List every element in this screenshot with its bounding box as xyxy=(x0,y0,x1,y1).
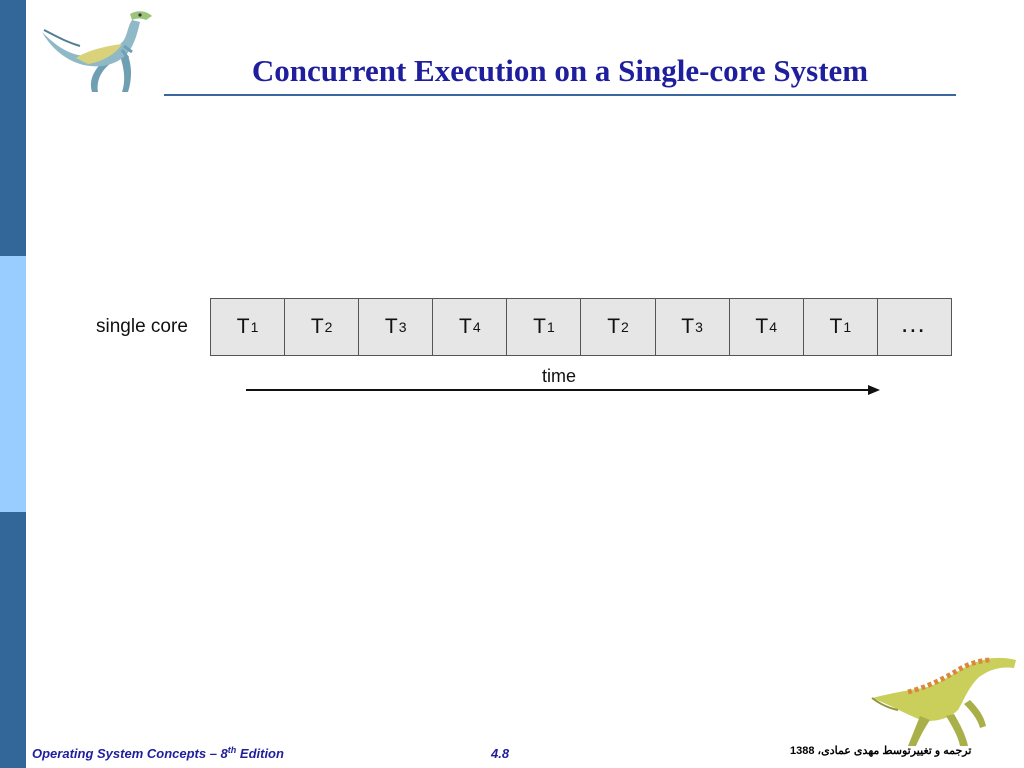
thread-name: T xyxy=(533,315,546,338)
translator-credit: ترجمه و تغییرتوسط مهدی عمادی، 1388 xyxy=(790,745,972,757)
thread-name: T xyxy=(310,315,324,338)
slide-title: Concurrent Execution on a Single-core Sy… xyxy=(251,53,869,88)
thread-name: T xyxy=(459,315,472,338)
title-underline xyxy=(164,94,956,96)
core-label: single core xyxy=(96,316,188,337)
footer-book-edition: Edition xyxy=(236,746,284,761)
thread-name: T xyxy=(681,315,695,338)
continuation-ellipsis: … xyxy=(899,307,929,338)
footer-book-superscript: th xyxy=(227,745,237,755)
left-sidebar xyxy=(0,0,26,768)
time-arrow xyxy=(246,385,880,395)
dinosaur-icon xyxy=(871,657,1016,746)
dinosaur-icon xyxy=(42,11,152,92)
sidebar-middle-segment xyxy=(0,256,26,512)
sidebar-bottom-segment xyxy=(0,512,26,768)
footer-book-text: Operating System Concepts – 8 xyxy=(32,746,228,761)
footer-book-title: Operating System Concepts – 8th Edition xyxy=(32,745,284,762)
time-axis-label: time xyxy=(542,366,577,386)
sidebar-top-segment xyxy=(0,0,26,256)
thread-name: T xyxy=(755,315,769,338)
thread-name: T xyxy=(829,315,843,338)
continuation-slot: … xyxy=(877,299,951,355)
thread-name: T xyxy=(236,315,250,338)
thread-name: T xyxy=(607,315,621,338)
slide-number: 4.8 xyxy=(491,746,510,761)
thread-name: T xyxy=(384,315,398,338)
